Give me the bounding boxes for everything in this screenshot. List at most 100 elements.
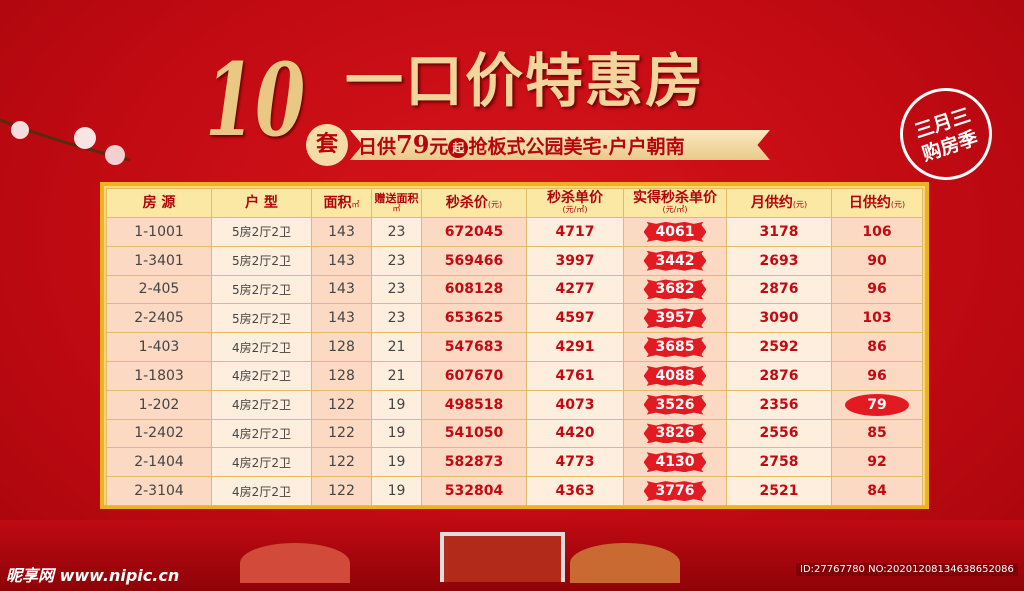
header-flash-price: 秒杀价(元) (421, 188, 527, 218)
cell-unit: 1-1001 (106, 217, 212, 247)
cell-monthly-payment: 2556 (726, 418, 832, 449)
header-label: 面积 (323, 194, 352, 211)
cell-actual-unit-price: 4088 (623, 360, 727, 391)
cell-layout: 4房2厅2卫 (211, 476, 312, 506)
table-row: 1-202 4房2厅2卫 122 19 498518 4073 3526 2356 79 (106, 389, 923, 420)
cell-flash-unit-price: 3997 (526, 245, 624, 276)
cell-monthly-payment: 3090 (726, 303, 832, 334)
cell-bonus-area: 23 (371, 274, 422, 305)
cell-actual-unit-price: 3957 (623, 303, 727, 334)
cell-value: 4房2厅2卫 (232, 369, 291, 384)
cell-flash-unit-price: 4073 (526, 389, 624, 420)
cell-value: 653625 (444, 310, 504, 327)
cell-value: 4773 (555, 454, 595, 471)
cell-value: 5房2厅2卫 (232, 225, 291, 240)
cell-value: 3526 (643, 394, 707, 415)
cell-value: 4房2厅2卫 (232, 398, 291, 413)
cell-value: 85 (867, 425, 887, 442)
header-unit: (元) (792, 199, 808, 209)
cell-value: 1-2402 (134, 425, 184, 442)
unit-badge: 套 (306, 124, 348, 166)
cell-monthly-payment: 2693 (726, 245, 832, 276)
cell-flash-price: 672045 (421, 217, 527, 247)
cell-value: 4房2厅2卫 (232, 455, 291, 470)
promo-stamp: 三月三 购房季 (888, 76, 1004, 192)
cell-value: 19 (387, 483, 406, 500)
cell-flash-price: 498518 (421, 389, 527, 420)
header-label: 赠送面积 (374, 192, 419, 206)
cell-layout: 5房2厅2卫 (211, 303, 312, 334)
cell-value: 4363 (555, 483, 595, 500)
hill-decoration (570, 543, 680, 583)
cell-value: 608128 (444, 281, 504, 298)
cell-bonus-area: 23 (371, 217, 422, 247)
cell-value: 4597 (555, 310, 595, 327)
subtitle-yuan: 元 (429, 136, 449, 158)
table-row: 1-1001 5房2厅2卫 143 23 672045 4717 4061 3178 106 (106, 217, 923, 247)
cell-value: 3776 (643, 481, 707, 502)
header-area: 面积㎡ (311, 188, 372, 218)
header-label: 实得秒杀单价 (633, 190, 717, 207)
subtitle-banner: 日供79元起抢板式公园美宅·户户朝南 (350, 130, 770, 160)
header-label: 秒杀价 (445, 194, 488, 211)
cell-area: 122 (311, 447, 372, 478)
cell-value: 122 (328, 483, 355, 500)
cell-value: 19 (387, 454, 406, 471)
cell-daily-payment: 79 (831, 389, 923, 420)
cell-bonus-area: 19 (371, 476, 422, 506)
cell-actual-unit-price: 3826 (623, 418, 727, 449)
cell-value: 532804 (444, 483, 504, 500)
header-unit: (元) (487, 199, 503, 209)
cell-flash-unit-price: 4363 (526, 476, 624, 506)
header-label: 日供约 (848, 194, 891, 211)
cell-value: 4277 (555, 281, 595, 298)
header-flash-unit-price: 秒杀单价 (元/㎡) (526, 188, 624, 218)
header-unit: (元) (890, 199, 906, 209)
cell-value: 1-1001 (134, 223, 184, 240)
cell-daily-payment: 92 (831, 447, 923, 478)
cell-bonus-area: 21 (371, 332, 422, 362)
cell-flash-price: 547683 (421, 332, 527, 362)
cell-bonus-area: 19 (371, 389, 422, 420)
cell-value: 4420 (555, 425, 595, 442)
cell-unit: 1-3401 (106, 245, 212, 276)
cell-value: 122 (328, 425, 355, 442)
cell-unit: 2-2405 (106, 303, 212, 334)
cell-flash-price: 653625 (421, 303, 527, 334)
cell-value: 23 (387, 310, 406, 327)
header-unit: ㎡ (351, 199, 360, 209)
table-row: 1-3401 5房2厅2卫 143 23 569466 3997 3442 2693 90 (106, 245, 923, 276)
cell-value: 2356 (759, 396, 799, 413)
cell-value: 2758 (759, 454, 799, 471)
cell-value: 21 (387, 367, 406, 384)
cell-flash-unit-price: 4717 (526, 217, 624, 247)
cell-actual-unit-price: 3682 (623, 274, 727, 305)
cell-monthly-payment: 2592 (726, 332, 832, 362)
cell-value: 4761 (555, 367, 595, 384)
cell-value: 4291 (555, 339, 595, 356)
cell-actual-unit-price: 3685 (623, 332, 727, 362)
table-row: 2-3104 4房2厅2卫 122 19 532804 4363 3776 2521 84 (106, 476, 923, 506)
cell-value: 3090 (759, 310, 799, 327)
count-headline: 10 (205, 41, 306, 159)
qi-badge: 起 (448, 137, 469, 158)
cell-value: 79 (845, 393, 909, 416)
cell-value: 143 (328, 281, 355, 298)
cell-value: 86 (867, 339, 887, 356)
gate-illustration (440, 532, 565, 582)
cell-area: 128 (311, 360, 372, 391)
cell-monthly-payment: 2758 (726, 447, 832, 478)
cell-flash-unit-price: 4597 (526, 303, 624, 334)
cell-layout: 4房2厅2卫 (211, 447, 312, 478)
table-row: 1-1803 4房2厅2卫 128 21 607670 4761 4088 2876 96 (106, 360, 923, 391)
cell-value: 2521 (759, 483, 799, 500)
cell-flash-price: 608128 (421, 274, 527, 305)
cell-daily-payment: 103 (831, 303, 923, 334)
cell-bonus-area: 19 (371, 418, 422, 449)
cell-value: 541050 (444, 425, 504, 442)
cell-value: 672045 (444, 223, 504, 240)
subtitle-pre: 日供 (358, 136, 397, 158)
cell-flash-price: 582873 (421, 447, 527, 478)
cell-actual-unit-price: 3526 (623, 389, 727, 420)
